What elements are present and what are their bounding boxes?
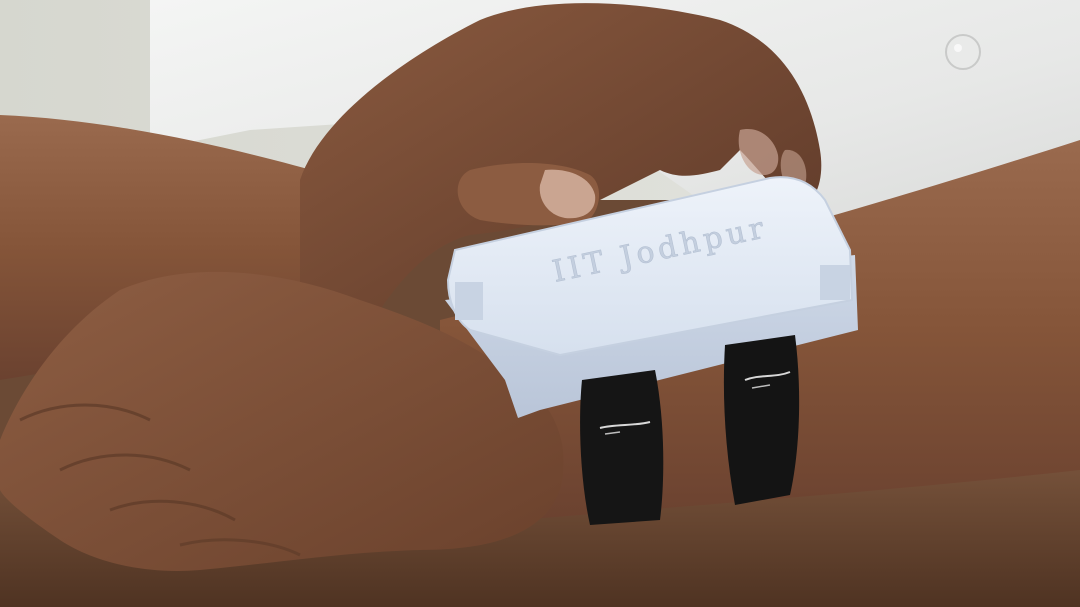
upper-hand — [300, 3, 822, 321]
lower-fist — [0, 271, 564, 571]
shirt-button — [945, 34, 981, 70]
velcro-strap-right — [723, 335, 800, 505]
velcro-strap-left — [580, 370, 664, 525]
wearable-device: IIT Jodhpur — [445, 176, 858, 418]
